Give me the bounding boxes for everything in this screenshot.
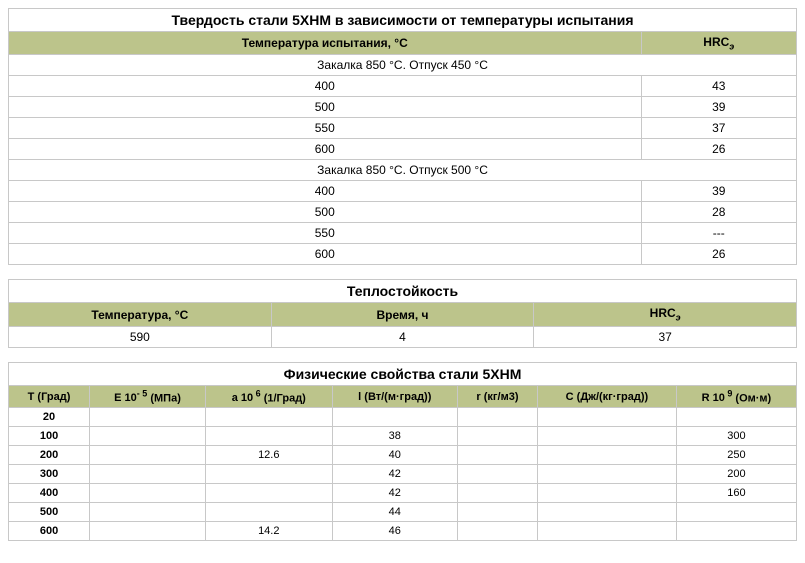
heat-title: Теплостойкость [9,280,797,303]
table-row: 20012.640250 [9,446,797,465]
physical-properties-table: Физические свойства стали 5ХНМ T (Град) … [8,362,797,542]
table-row: 50039 [9,97,797,118]
phys-col-t: T (Град) [9,385,90,408]
table-row: 60026 [9,139,797,160]
phys-col-c: C (Дж/(кг·град)) [537,385,676,408]
table-row: 20 [9,408,797,427]
heat-col-hrc: HRCэ [534,303,797,326]
table-row: 50044 [9,503,797,522]
phys-col-rho: r (кг/м3) [457,385,537,408]
hardness-section-1: Закалка 850 °С. Отпуск 450 °С [9,55,797,76]
table-row: 40039 [9,181,797,202]
table-row: 60026 [9,244,797,265]
table-row: 550--- [9,223,797,244]
table-row: 55037 [9,118,797,139]
table-row: 40043 [9,76,797,97]
hardness-title: Твердость стали 5ХНМ в зависимости от те… [9,9,797,32]
hardness-table: Твердость стали 5ХНМ в зависимости от те… [8,8,797,265]
table-row: 60014.246 [9,522,797,541]
table-row: 590 4 37 [9,326,797,347]
heat-col-time: Время, ч [271,303,534,326]
heat-resistance-table: Теплостойкость Температура, °С Время, ч … [8,279,797,347]
table-row: 30042200 [9,465,797,484]
hardness-col-temp: Температура испытания, °С [9,32,642,55]
physical-title: Физические свойства стали 5ХНМ [9,362,797,385]
phys-col-r: R 10 9 (Ом·м) [676,385,796,408]
phys-col-alpha: a 10 6 (1/Град) [205,385,332,408]
heat-col-temp: Температура, °С [9,303,272,326]
table-row: 40042160 [9,484,797,503]
hardness-section-2: Закалка 850 °С. Отпуск 500 °С [9,160,797,181]
table-row: 50028 [9,202,797,223]
table-row: 10038300 [9,427,797,446]
phys-col-lambda: l (Вт/(м·град)) [332,385,457,408]
phys-col-e: E 10- 5 (МПа) [90,385,206,408]
hardness-col-hrc: HRCэ [641,32,796,55]
